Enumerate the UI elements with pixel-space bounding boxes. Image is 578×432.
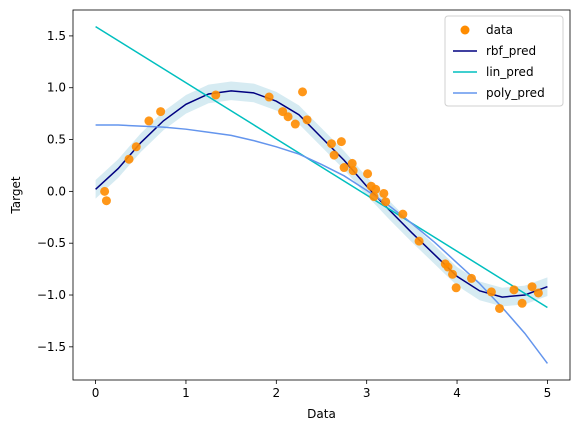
data-point xyxy=(443,262,453,272)
data-point xyxy=(336,137,346,147)
data-point xyxy=(124,154,134,164)
data-point xyxy=(329,150,339,160)
data-point xyxy=(144,116,154,126)
legend-label-data: data xyxy=(486,23,513,37)
x-tick-label: 3 xyxy=(363,386,371,400)
data-point xyxy=(347,158,357,168)
data-point xyxy=(326,139,336,149)
x-axis-label: Data xyxy=(307,407,336,421)
data-point xyxy=(264,92,274,102)
data-point xyxy=(348,166,358,176)
y-tick-label: −1.5 xyxy=(37,340,66,354)
data-point xyxy=(131,142,141,152)
legend-marker-data xyxy=(460,25,470,35)
y-tick-label: 0.5 xyxy=(47,133,66,147)
rbf-confidence-band xyxy=(95,81,548,307)
series-line-rbf-pred xyxy=(95,90,548,298)
data-point xyxy=(467,273,477,283)
data-point xyxy=(451,283,461,293)
x-tick-label: 0 xyxy=(92,386,100,400)
data-point xyxy=(302,115,312,125)
confidence-band xyxy=(95,81,548,307)
data-point xyxy=(290,119,300,129)
data-point xyxy=(101,196,111,206)
y-axis-label: Target xyxy=(9,176,23,214)
data-point xyxy=(448,269,458,279)
series-line-lin-pred xyxy=(95,25,548,309)
data-point xyxy=(381,197,391,207)
data-point xyxy=(339,163,349,173)
data-point xyxy=(509,285,519,295)
legend-label-lin-pred: lin_pred xyxy=(486,65,534,79)
data-point xyxy=(283,112,293,122)
y-tick-label: −1.0 xyxy=(37,288,66,302)
data-point xyxy=(533,288,543,298)
data-point xyxy=(100,186,110,196)
y-tick-label: 1.0 xyxy=(47,81,66,95)
legend: data rbf_pred lin_pred poly_pred xyxy=(444,15,564,107)
data-point xyxy=(398,209,408,219)
y-tick-label: −0.5 xyxy=(37,236,66,250)
data-points xyxy=(100,87,543,313)
legend-label-poly-pred: poly_pred xyxy=(486,86,545,100)
legend-label-rbf-pred: rbf_pred xyxy=(486,44,536,58)
data-point xyxy=(379,188,389,198)
data-point xyxy=(156,107,166,117)
legend-box xyxy=(444,15,564,107)
axes: 0 1 2 3 4 5 −1.5 −1.0 −0.5 0.0 0.5 1.0 1.5 xyxy=(37,29,551,400)
data-point xyxy=(486,287,496,297)
data-point xyxy=(517,298,527,308)
y-tick-label: 0.0 xyxy=(47,184,66,198)
data-point xyxy=(371,184,381,194)
data-point xyxy=(298,87,308,97)
x-tick-label: 5 xyxy=(544,386,552,400)
data-point xyxy=(495,303,505,313)
x-tick-label: 1 xyxy=(182,386,190,400)
data-point xyxy=(369,192,379,202)
data-point xyxy=(414,236,424,246)
data-point xyxy=(363,169,373,179)
x-tick-label: 2 xyxy=(272,386,280,400)
data-point xyxy=(527,282,537,292)
x-tick-label: 4 xyxy=(453,386,461,400)
data-point xyxy=(211,90,221,100)
y-tick-label: 1.5 xyxy=(47,29,66,43)
